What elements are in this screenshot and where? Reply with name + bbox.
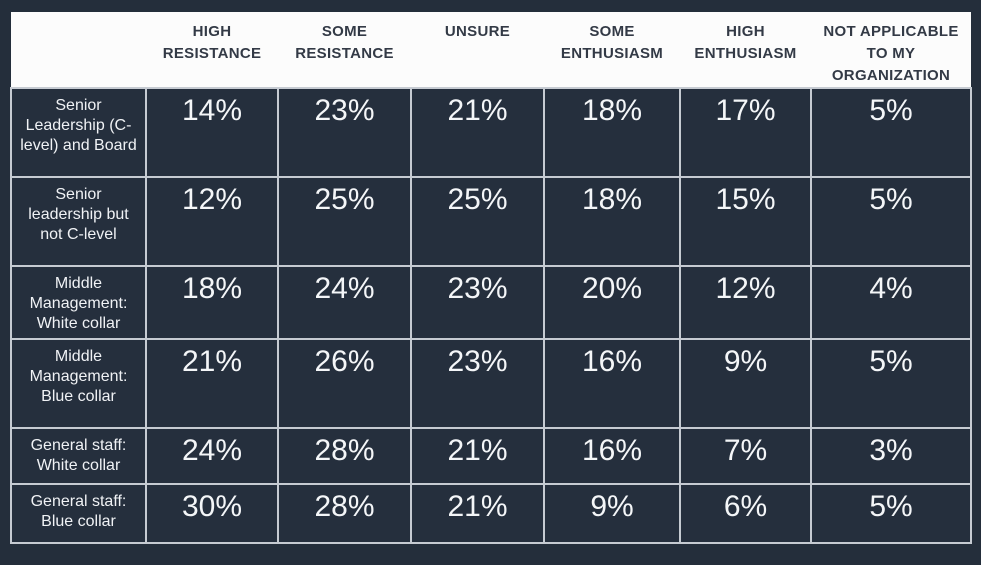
table-row: Middle Management: Blue collar 21% 26% 2…: [10, 338, 972, 429]
survey-results-table-container: HIGH RESISTANCE SOME RESISTANCE UNSURE S…: [10, 12, 972, 544]
table-row: General staff: White collar 24% 28% 21% …: [10, 427, 972, 485]
row-label-senior-leadership-not-clevel: Senior leadership but not C-level: [10, 176, 147, 267]
table-cell: 21%: [145, 338, 279, 429]
survey-results-table: HIGH RESISTANCE SOME RESISTANCE UNSURE S…: [10, 12, 972, 544]
table-cell: 21%: [410, 87, 545, 178]
column-header-empty: [11, 12, 146, 88]
table-cell: 20%: [543, 265, 681, 340]
table-cell: 23%: [410, 338, 545, 429]
table-cell: 16%: [543, 427, 681, 485]
table-cell: 5%: [810, 483, 972, 544]
table-cell: 30%: [145, 483, 279, 544]
table-cell: 25%: [277, 176, 412, 267]
table-cell: 25%: [410, 176, 545, 267]
table-cell: 24%: [277, 265, 412, 340]
table-cell: 21%: [410, 427, 545, 485]
table-row: Senior Leadership (C-level) and Board 14…: [10, 87, 972, 178]
table-cell: 3%: [810, 427, 972, 485]
table-cell: 23%: [410, 265, 545, 340]
table-cell: 24%: [145, 427, 279, 485]
table-cell: 16%: [543, 338, 681, 429]
table-cell: 9%: [679, 338, 812, 429]
table-cell: 12%: [679, 265, 812, 340]
table-cell: 18%: [145, 265, 279, 340]
table-row: Middle Management: White collar 18% 24% …: [10, 265, 972, 340]
table-cell: 18%: [543, 87, 681, 178]
table-cell: 17%: [679, 87, 812, 178]
table-cell: 18%: [543, 176, 681, 267]
table-cell: 23%: [277, 87, 412, 178]
table-cell: 4%: [810, 265, 972, 340]
table-cell: 12%: [145, 176, 279, 267]
column-header-some-resistance: SOME RESISTANCE: [278, 12, 411, 88]
table-cell: 5%: [810, 87, 972, 178]
column-header-some-enthusiasm: SOME ENTHUSIASM: [544, 12, 680, 88]
table-cell: 14%: [145, 87, 279, 178]
row-label-general-staff-blue-collar: General staff: Blue collar: [10, 483, 147, 544]
table-cell: 21%: [410, 483, 545, 544]
row-label-general-staff-white-collar: General staff: White collar: [10, 427, 147, 485]
table-header-row: HIGH RESISTANCE SOME RESISTANCE UNSURE S…: [11, 12, 971, 88]
row-label-middle-mgmt-blue-collar: Middle Management: Blue collar: [10, 338, 147, 429]
row-label-senior-leadership-board: Senior Leadership (C-level) and Board: [10, 87, 147, 178]
table-cell: 7%: [679, 427, 812, 485]
column-header-unsure: UNSURE: [411, 12, 544, 88]
table-cell: 26%: [277, 338, 412, 429]
table-cell: 28%: [277, 483, 412, 544]
table-row: Senior leadership but not C-level 12% 25…: [10, 176, 972, 267]
column-header-not-applicable: NOT APPLICABLE TO MY ORGANIZATION: [811, 12, 971, 88]
table-cell: 6%: [679, 483, 812, 544]
table-cell: 28%: [277, 427, 412, 485]
row-label-middle-mgmt-white-collar: Middle Management: White collar: [10, 265, 147, 340]
column-header-high-enthusiasm: HIGH ENTHUSIASM: [680, 12, 811, 88]
table-cell: 5%: [810, 338, 972, 429]
table-row: General staff: Blue collar 30% 28% 21% 9…: [10, 483, 972, 544]
table-cell: 5%: [810, 176, 972, 267]
table-cell: 15%: [679, 176, 812, 267]
column-header-high-resistance: HIGH RESISTANCE: [146, 12, 278, 88]
table-cell: 9%: [543, 483, 681, 544]
